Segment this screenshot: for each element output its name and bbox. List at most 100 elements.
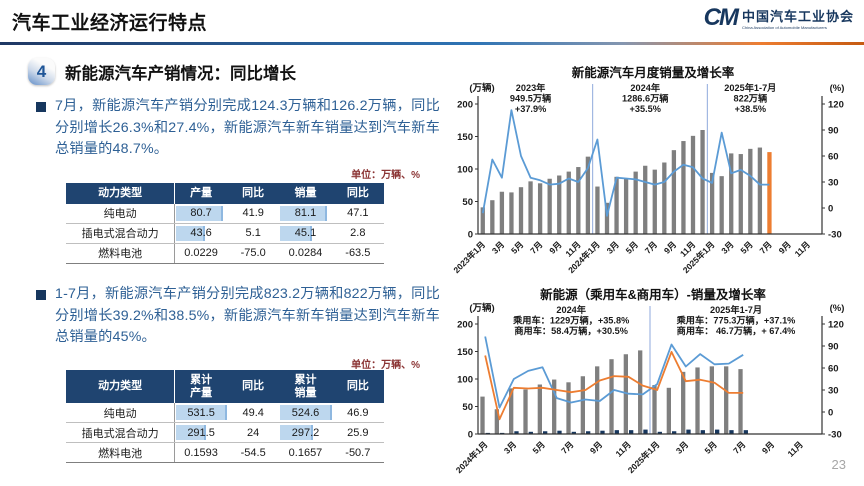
bullet-july: 7月，新能源汽车产销分别完成124.3万辆和126.2万辆，同比分别增长26.3…: [36, 96, 440, 161]
column-header: 销量: [279, 183, 332, 204]
table-cell: -63.5: [331, 243, 384, 264]
svg-text:7月: 7月: [757, 239, 773, 255]
svg-text:5月: 5月: [702, 439, 718, 455]
table-cell: 531.5: [174, 403, 227, 424]
section-title: 新能源汽车产销情况：同比增长: [65, 64, 296, 83]
svg-text:5月: 5月: [509, 239, 525, 255]
svg-text:30: 30: [828, 386, 839, 397]
column-header: 动力类型: [66, 183, 176, 204]
svg-text:商用车：58.4万辆，+30.5%: 商用车：58.4万辆，+30.5%: [514, 325, 628, 336]
svg-text:120: 120: [828, 320, 844, 331]
svg-text:-30: -30: [828, 430, 842, 441]
table-cell: 燃料电池: [66, 243, 176, 264]
svg-text:120: 120: [828, 100, 844, 111]
table-row: 燃料电池 0.1593 -54.5 0.1657 -50.7: [66, 442, 384, 464]
table-cell: 0.0284: [279, 243, 332, 264]
table-cell: -54.5: [227, 442, 280, 464]
column-header: 累计 销量: [279, 370, 332, 404]
svg-text:5月: 5月: [738, 239, 754, 255]
table-cell: 燃料电池: [66, 442, 176, 464]
svg-text:2024年1月: 2024年1月: [454, 439, 490, 475]
table-cell: 插电式混合动力: [66, 223, 176, 244]
nev-monthly-table: 动力类型 产量 同比 销量 同比 纯电动 80.7 41.9 81.1 47.1 插电式混合动力 43…: [66, 183, 384, 264]
growth-line: [481, 109, 770, 217]
table-cell: 81.1: [279, 203, 332, 224]
table-cell: 纯电动: [66, 403, 176, 424]
svg-text:0: 0: [468, 430, 473, 441]
svg-text:5月: 5月: [624, 239, 640, 255]
table-cell: 49.4: [227, 403, 280, 424]
svg-text:0: 0: [468, 230, 473, 241]
table-cell: 2.8: [331, 223, 384, 244]
svg-text:+37.9%: +37.9%: [515, 104, 546, 114]
svg-text:+35.5%: +35.5%: [630, 104, 661, 114]
nev-pv-cv-sales-chart: 0 50 100 150 200 -30 0 30 60 90 120 (万辆) (%) 2024年1月 3…: [454, 302, 845, 475]
svg-text:2024年: 2024年: [556, 304, 586, 315]
svg-text:200: 200: [457, 320, 473, 331]
column-header: 同比: [331, 370, 384, 404]
svg-text:150: 150: [457, 132, 473, 143]
chart1-title: 新能源汽车月度销量及增长率: [571, 66, 735, 80]
caam-logo: CM 中国汽车工业协会 China Association of Automob…: [704, 6, 854, 30]
svg-text:60: 60: [828, 364, 839, 375]
svg-text:90: 90: [828, 342, 839, 353]
svg-text:3月: 3月: [719, 239, 735, 255]
svg-text:(%): (%): [830, 303, 845, 314]
table-cell: 524.6: [279, 403, 332, 424]
caam-logo-icon: CM: [703, 4, 739, 31]
table-cell: 24: [227, 422, 280, 444]
svg-text:822万辆: 822万辆: [733, 93, 767, 104]
svg-text:(万辆): (万辆): [469, 302, 494, 314]
svg-text:2023年: 2023年: [516, 82, 546, 93]
page-title: 汽车工业经济运行特点: [12, 13, 208, 34]
svg-text:30: 30: [828, 178, 839, 189]
svg-text:2025年1-7月: 2025年1-7月: [710, 304, 762, 315]
column-header: 同比: [227, 183, 280, 204]
svg-text:7月: 7月: [559, 439, 575, 455]
svg-text:9月: 9月: [760, 439, 776, 455]
growth-line: [484, 336, 744, 409]
svg-text:11月: 11月: [785, 439, 804, 458]
table-cell: 41.9: [227, 203, 280, 224]
svg-text:9月: 9月: [588, 439, 604, 455]
column-header: 动力类型: [66, 370, 176, 404]
table-cell: 5.1: [227, 223, 280, 244]
svg-text:100: 100: [457, 375, 473, 386]
svg-text:7月: 7月: [731, 439, 747, 455]
svg-text:949.5万辆: 949.5万辆: [510, 93, 551, 104]
svg-text:7月: 7月: [643, 239, 659, 255]
svg-text:100: 100: [457, 165, 473, 176]
column-header: 产量: [174, 183, 227, 204]
svg-text:1286.6万辆: 1286.6万辆: [622, 93, 668, 104]
bullet-jan-july: 1-7月，新能源汽车产销分别完成823.2万辆和822万辆，同比分别增长39.2…: [36, 284, 440, 349]
table-cell: -75.0: [227, 243, 280, 264]
svg-text:50: 50: [462, 197, 473, 208]
svg-text:2023年1月: 2023年1月: [451, 239, 487, 275]
column-header: 累计 产量: [174, 370, 227, 404]
bullet-july-text: 7月，新能源汽车产销分别完成124.3万辆和126.2万辆，同比分别增长26.3…: [55, 98, 440, 158]
svg-text:乘用车：1229万辆，+35.8%: 乘用车：1229万辆，+35.8%: [512, 315, 629, 326]
table-cell: -50.7: [331, 442, 384, 464]
svg-text:0: 0: [828, 204, 833, 215]
table-cell: 0.1593: [174, 442, 227, 464]
bars-group: [480, 350, 748, 434]
table-row: 纯电动 80.7 41.9 81.1 47.1: [66, 203, 384, 224]
column-header: 同比: [227, 370, 280, 404]
svg-text:11月: 11月: [613, 439, 632, 458]
svg-text:+38.5%: +38.5%: [735, 104, 766, 114]
bullet-jan-july-text: 1-7月，新能源汽车产销分别完成823.2万辆和822万辆，同比分别增长39.2…: [55, 286, 440, 346]
table-cell: 43.6: [174, 223, 227, 244]
svg-text:90: 90: [828, 126, 839, 137]
table-cell: 291.5: [174, 422, 227, 444]
page-number: 23: [831, 457, 846, 472]
table-cell: 25.9: [331, 422, 384, 444]
svg-text:60: 60: [828, 152, 839, 163]
svg-text:9月: 9月: [662, 239, 678, 255]
table-cell: 47.1: [331, 203, 384, 224]
unit-label-2: 单位：万辆、%: [351, 360, 420, 371]
svg-text:9月: 9月: [547, 239, 563, 255]
table-cell: 45.1: [279, 223, 332, 244]
bullet-square-icon: [36, 102, 46, 112]
svg-text:3月: 3月: [502, 439, 518, 455]
